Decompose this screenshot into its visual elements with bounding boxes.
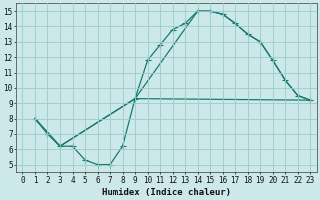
X-axis label: Humidex (Indice chaleur): Humidex (Indice chaleur): [102, 188, 231, 197]
